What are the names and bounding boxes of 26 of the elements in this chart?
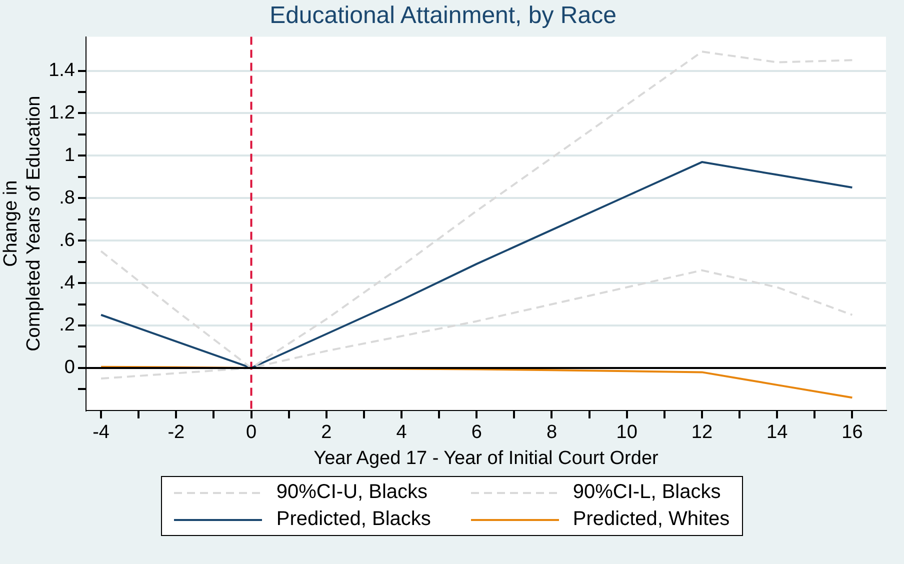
x-tick-label: 6 bbox=[471, 422, 482, 444]
y-tick-label: 1.4 bbox=[48, 60, 76, 81]
legend-label: Predicted, Blacks bbox=[276, 508, 431, 531]
y-axis-title: Change in Completed Years of Education bbox=[0, 96, 44, 352]
y-tick-label: 1 bbox=[64, 144, 76, 166]
x-axis-title: Year Aged 17 - Year of Initial Court Order bbox=[314, 448, 660, 469]
legend-label: 90%CI-L, Blacks bbox=[572, 481, 721, 504]
x-tick-label: 14 bbox=[766, 422, 788, 444]
legend-label: 90%CI-U, Blacks bbox=[276, 481, 428, 504]
x-tick-label: 16 bbox=[842, 422, 863, 444]
x-tick-label: 10 bbox=[616, 422, 638, 444]
y-tick-label: .2 bbox=[59, 314, 76, 336]
x-tick-label: 2 bbox=[321, 422, 332, 444]
y-tick-label: .6 bbox=[59, 230, 76, 251]
x-tick-label: 8 bbox=[546, 422, 558, 444]
y-tick-label: .4 bbox=[59, 272, 76, 294]
x-tick-label: -2 bbox=[168, 422, 185, 444]
y-tick-label: .8 bbox=[59, 187, 76, 208]
chart-title: Educational Attainment, by Race bbox=[270, 2, 616, 30]
x-tick-label: 12 bbox=[691, 422, 713, 444]
x-tick-label: 4 bbox=[396, 422, 408, 444]
x-tick-label: -4 bbox=[92, 422, 110, 444]
y-tick-label: 1.2 bbox=[48, 102, 76, 124]
y-tick-label: 0 bbox=[64, 357, 76, 378]
legend-label: Predicted, Whites bbox=[572, 508, 730, 531]
x-tick-label: 0 bbox=[246, 422, 257, 444]
